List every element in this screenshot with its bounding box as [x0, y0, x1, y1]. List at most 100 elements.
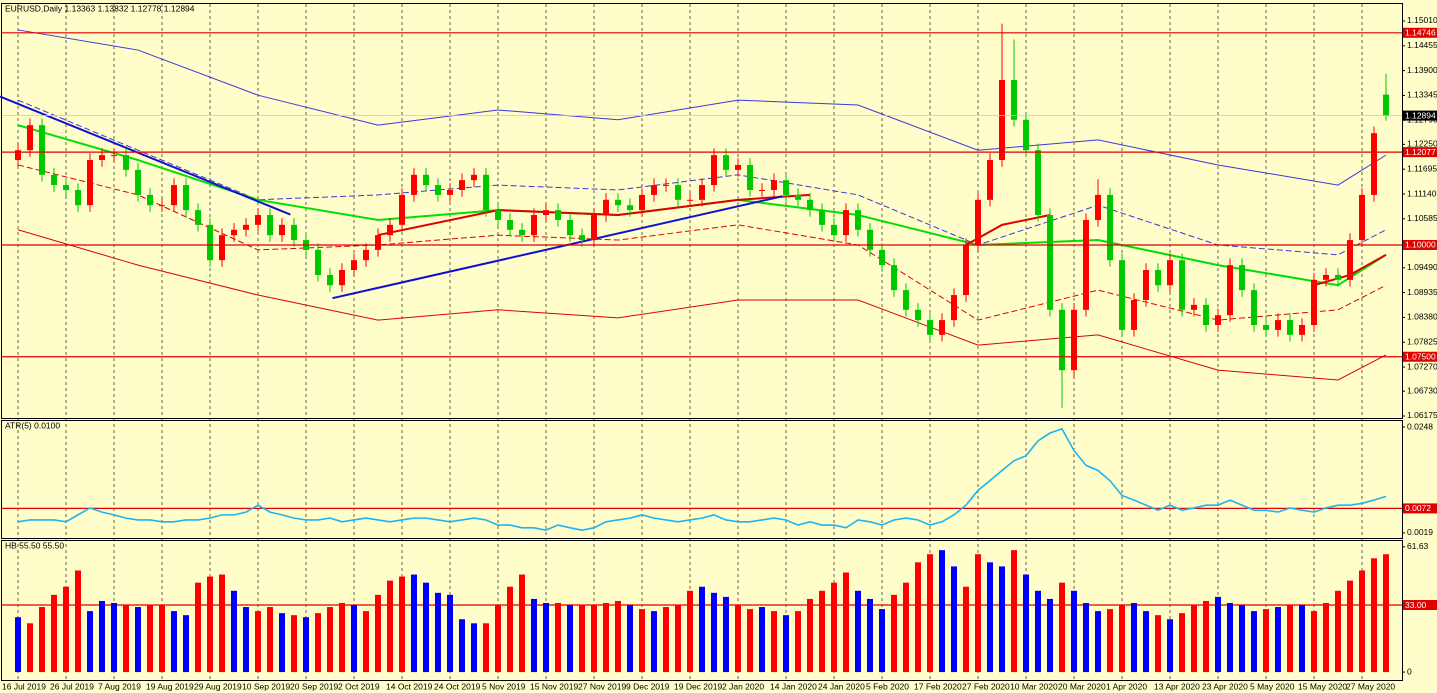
- candle-body: [627, 205, 633, 211]
- x-tick-label: 13 Apr 2020: [1154, 681, 1200, 691]
- hb-bar: [459, 619, 465, 673]
- hb-bar: [915, 562, 921, 673]
- hb-bar: [1347, 580, 1353, 673]
- candle-body: [663, 185, 669, 187]
- hb-bar: [219, 574, 225, 673]
- hb-bar: [519, 574, 525, 673]
- x-tick-label: 1 Apr 2020: [1106, 681, 1147, 691]
- hb-bar: [1155, 615, 1161, 673]
- level-label: 1.12077: [1405, 147, 1436, 157]
- candle-body: [459, 180, 465, 190]
- trend-line: [332, 195, 783, 300]
- hb-bar: [267, 607, 273, 673]
- candle-body: [831, 224, 837, 236]
- level-label: 1.10000: [1405, 240, 1436, 250]
- hb-bar: [579, 605, 585, 673]
- hb-bar: [255, 611, 261, 673]
- candle-body: [1179, 260, 1185, 310]
- y-tick-label: 0: [1407, 666, 1412, 676]
- hb-bar: [1167, 619, 1173, 673]
- hb-bar: [891, 594, 897, 673]
- indicator-line: [17, 29, 1387, 186]
- candle-body: [543, 210, 549, 216]
- hb-bar: [1107, 609, 1113, 673]
- hb-bar: [207, 576, 213, 673]
- hb-bar: [675, 605, 681, 673]
- hb-bar: [411, 574, 417, 673]
- atr-line: [17, 427, 1387, 531]
- candle-body: [75, 189, 81, 206]
- hb-bar: [723, 596, 729, 673]
- hb-bar: [1383, 554, 1389, 673]
- x-tick-label: 24 Oct 2019: [434, 681, 481, 691]
- candle-body: [1239, 265, 1245, 291]
- candle-body: [51, 174, 57, 186]
- x-tick-label: 17 Feb 2020: [914, 681, 962, 691]
- candle-body: [531, 215, 537, 236]
- candle-body: [567, 219, 573, 236]
- candle-body: [819, 210, 825, 225]
- candle-body: [1023, 119, 1029, 151]
- y-tick-label: 61.63: [1407, 541, 1429, 551]
- y-tick-label: 1.08935: [1407, 287, 1437, 297]
- x-tick-label: 19 Aug 2019: [146, 681, 194, 691]
- candle-body: [915, 309, 921, 321]
- candle-body: [447, 189, 453, 195]
- hb-bar: [939, 550, 945, 673]
- candle-body: [1095, 194, 1101, 220]
- hb-bar: [663, 607, 669, 673]
- hb-bar: [627, 605, 633, 673]
- candle-body: [687, 199, 693, 201]
- hb-bar: [1203, 600, 1209, 673]
- last-price-box: [1403, 110, 1437, 121]
- candle-body: [519, 229, 525, 236]
- panel-title: HB 55.50 55.50: [5, 540, 64, 550]
- level-label: 1.07500: [1405, 351, 1436, 361]
- hb-bar: [591, 605, 597, 673]
- candle-body: [855, 210, 861, 230]
- candle-body: [903, 290, 909, 310]
- hb-bar: [51, 594, 57, 673]
- candle-body: [795, 194, 801, 200]
- hb-bar: [783, 615, 789, 673]
- level-label-box: [1403, 503, 1437, 514]
- candle-body: [339, 270, 345, 286]
- hb-bar: [87, 611, 93, 673]
- hb-bar: [603, 602, 609, 673]
- hb-bar: [15, 617, 21, 673]
- candle-body: [411, 174, 417, 195]
- hb-bar: [687, 590, 693, 673]
- candle-body: [195, 210, 201, 225]
- candle-body: [1287, 320, 1293, 335]
- hb-bar: [99, 600, 105, 673]
- hb-bar: [39, 607, 45, 673]
- candle-body: [267, 215, 273, 236]
- candle-body: [495, 210, 501, 220]
- hb-bar: [567, 605, 573, 673]
- candle-body: [759, 189, 765, 191]
- hb-bar: [639, 609, 645, 673]
- y-tick-label: 1.15010: [1407, 15, 1437, 25]
- candle-body: [1251, 290, 1257, 326]
- hb-bar: [843, 572, 849, 673]
- candle-body: [999, 80, 1005, 161]
- hb-bar: [927, 554, 933, 673]
- last-price-label: 1.12894: [1405, 110, 1436, 120]
- hb-bar: [1227, 602, 1233, 673]
- candle-body: [1383, 94, 1389, 116]
- candle-body: [651, 185, 657, 195]
- main-panel: [1, 3, 1403, 419]
- candle-body: [1323, 274, 1329, 280]
- hb-bar: [543, 602, 549, 673]
- x-tick-label: 20 Sep 2019: [290, 681, 338, 691]
- x-tick-label: 7 Aug 2019: [98, 681, 141, 691]
- hb-bar: [483, 623, 489, 673]
- hb-bar: [999, 566, 1005, 673]
- candle-body: [1035, 150, 1041, 216]
- candle-body: [351, 260, 357, 271]
- hb-bar: [795, 611, 801, 673]
- candle-body: [867, 229, 873, 250]
- candle-body: [1299, 325, 1305, 335]
- hb-bar: [279, 613, 285, 673]
